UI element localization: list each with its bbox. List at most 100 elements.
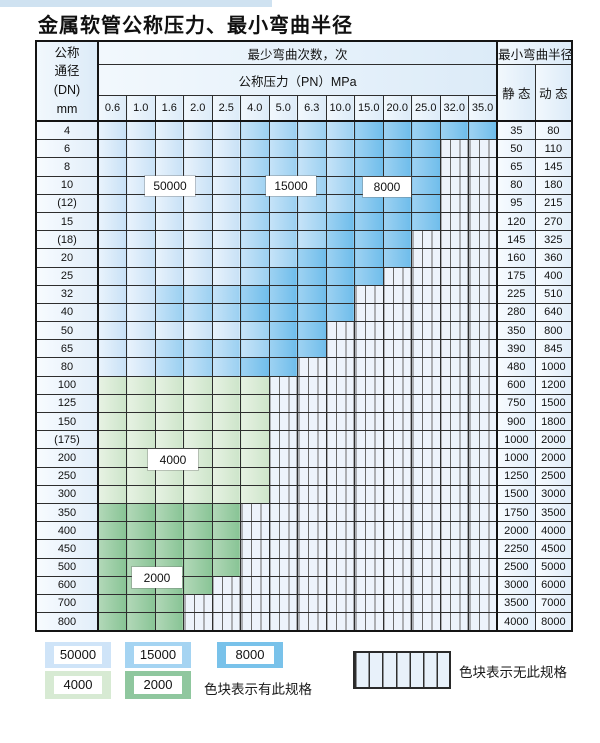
cycle-zone-cell <box>297 430 327 450</box>
cycle-zone-cell <box>439 375 469 395</box>
cycle-zone-cell <box>154 284 184 304</box>
cycle-zone-cell <box>240 539 270 559</box>
cycle-zone-cell <box>297 139 327 159</box>
cycle-zone-cell <box>439 175 469 195</box>
legend-no-spec-text: 色块表示无此规格 <box>459 665 567 680</box>
dn-cell: 25 <box>35 266 99 286</box>
cycle-zone-cell <box>211 375 241 395</box>
cycle-zone-cell <box>97 521 127 541</box>
table-row: (175) 1000 2000 <box>35 430 573 450</box>
cycle-zone-cell <box>382 557 412 577</box>
cycle-zone-cell <box>468 157 498 177</box>
cycle-zone-cell <box>411 466 441 486</box>
cycle-zone-cell <box>97 375 127 395</box>
dynamic-radius-cell: 1500 <box>534 393 573 414</box>
dynamic-radius-cell: 2000 <box>534 448 573 468</box>
static-radius-cell: 1000 <box>496 448 536 468</box>
static-radius-cell: 750 <box>496 393 536 414</box>
cycle-zone-cell <box>126 375 156 395</box>
cycle-zone-cell <box>154 248 184 268</box>
radius-header: 最小弯曲半径 <box>496 40 573 65</box>
cycle-zone-cell <box>297 448 327 468</box>
dn-header-line: 通径 <box>54 64 80 79</box>
cycle-zone-cell <box>154 539 184 559</box>
cycle-zone-cell <box>297 393 327 414</box>
cycle-zone-cell <box>297 557 327 577</box>
table-row: 25 175 400 <box>35 266 573 286</box>
cycle-zone-cell <box>183 612 213 632</box>
pressure-col-header: 5.0 <box>268 95 298 122</box>
cycle-zone-cell <box>211 139 241 159</box>
cycle-zone-cell <box>97 484 127 504</box>
spec-table-wrapper: 公称 通径 (DN) mm 最少弯曲次数，次 最小弯曲半径 公称压力（PN）MP… <box>35 40 574 633</box>
static-radius-cell: 2250 <box>496 539 536 559</box>
cycle-zone-cell <box>211 357 241 377</box>
cycle-zone-cell <box>411 357 441 377</box>
cycle-zone-cell <box>211 230 241 250</box>
cycle-zone-cell <box>382 539 412 559</box>
cycle-zone-cell <box>97 593 127 614</box>
cycle-zone-cell <box>154 593 184 614</box>
cycle-zone-cell <box>97 357 127 377</box>
cycle-zone-cell <box>382 230 412 250</box>
dn-cell: 300 <box>35 484 99 504</box>
dn-cell: 100 <box>35 375 99 395</box>
table-row: 400 2000 4000 <box>35 521 573 541</box>
static-radius-cell: 600 <box>496 375 536 395</box>
cycle-zone-cell <box>97 157 127 177</box>
table-row: 200 1000 2000 <box>35 448 573 468</box>
table-row: 150 900 1800 <box>35 411 573 432</box>
cycle-zone-cell <box>325 120 355 141</box>
cycle-zone-cell <box>439 321 469 341</box>
cycle-zone-cell <box>382 466 412 486</box>
cycle-zone-cell <box>354 393 384 414</box>
cycle-zone-cell <box>97 284 127 304</box>
table-row: 125 750 1500 <box>35 393 573 414</box>
cycle-zone-cell <box>97 120 127 141</box>
cycle-zone-cell <box>240 321 270 341</box>
cycle-zone-cell <box>126 339 156 359</box>
cycle-zone-cell <box>126 430 156 450</box>
cycle-zone-cell <box>411 120 441 141</box>
cycle-zone-cell <box>211 521 241 541</box>
legend-swatch-15000: 15000 <box>125 642 191 668</box>
cycle-zone-cell <box>240 284 270 304</box>
cycle-zone-cell <box>297 321 327 341</box>
cycle-zone-cell <box>468 466 498 486</box>
table-row: 4 35 80 <box>35 120 573 141</box>
dn-cell: 10 <box>35 175 99 195</box>
cycle-zone-cell <box>154 339 184 359</box>
cycle-zone-cell <box>382 612 412 632</box>
cycle-zone-cell <box>382 593 412 614</box>
cycle-zone-cell <box>211 284 241 304</box>
legend-swatch-8000: 8000 <box>217 642 283 668</box>
cycle-zone-cell <box>126 612 156 632</box>
cycle-zone-cell <box>354 302 384 323</box>
cycle-zone-cell <box>382 357 412 377</box>
cycle-zone-cell <box>211 575 241 595</box>
cycle-zone-cell <box>268 120 298 141</box>
pressure-col-header: 2.5 <box>211 95 241 122</box>
cycle-zone-cell <box>126 266 156 286</box>
cycle-zone-cell <box>211 612 241 632</box>
cycle-zone-cell <box>240 193 270 213</box>
cycle-zone-cell <box>382 248 412 268</box>
static-radius-cell: 35 <box>496 120 536 141</box>
cycle-zone-cell <box>439 230 469 250</box>
cycle-zone-cell <box>183 357 213 377</box>
cycle-zone-cell <box>325 539 355 559</box>
cycle-zone-cell <box>468 230 498 250</box>
cycle-zone-cell <box>268 393 298 414</box>
cycle-zone-cell <box>411 321 441 341</box>
dynamic-radius-cell: 1200 <box>534 375 573 395</box>
table-row: 250 1250 2500 <box>35 466 573 486</box>
cycle-zone-cell <box>468 557 498 577</box>
cycle-zone-cell <box>354 539 384 559</box>
cycle-zone-cell <box>97 466 127 486</box>
dynamic-radius-cell: 2000 <box>534 430 573 450</box>
cycle-zone-cell <box>183 139 213 159</box>
cycle-zone-cell <box>240 466 270 486</box>
legend-swatch-2000: 2000 <box>125 671 191 699</box>
cycle-zone-cell <box>126 593 156 614</box>
cycle-zone-cell <box>154 430 184 450</box>
